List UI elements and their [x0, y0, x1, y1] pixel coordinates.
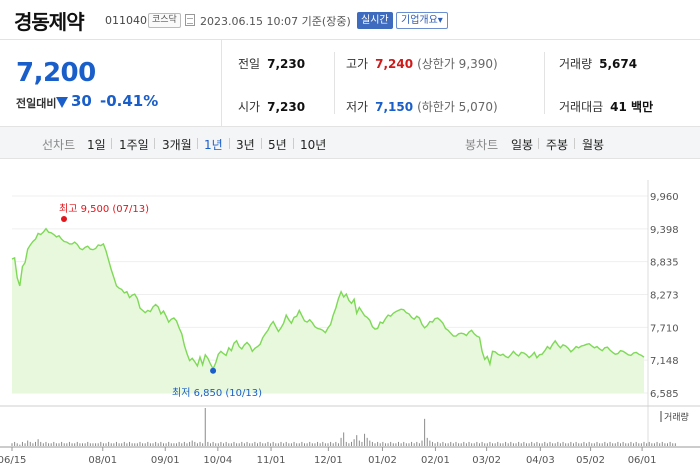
tab-weekly[interactable]: 주봉 — [546, 138, 569, 152]
stat-open: 시가 7,230 — [238, 98, 305, 115]
price-panel: 7,200 전일대비 30 -0.41% — [0, 40, 222, 126]
stat-value: 41 백만 — [610, 100, 654, 114]
x-tick-label: 09/01 — [151, 455, 180, 466]
high-point-marker — [61, 216, 67, 222]
stat-value: 7,150 — [375, 100, 414, 114]
x-tick-label: 11/01 — [257, 455, 286, 466]
stat-high: 고가 7,240 (상한가 9,390) — [346, 55, 498, 72]
tab-3months[interactable]: 3개월 — [162, 138, 192, 152]
x-tick-label: 06/15 — [0, 455, 26, 466]
tab-divider — [293, 138, 294, 149]
date-text: 2023.06.15 10:07 기준(장중) — [200, 15, 351, 28]
lower-limit-text: (하한가 5,070) — [417, 100, 498, 114]
tab-divider — [538, 138, 539, 149]
tab-10years[interactable]: 10년 — [300, 138, 327, 152]
tab-1week[interactable]: 1주일 — [119, 138, 149, 152]
tab-1day[interactable]: 1일 — [87, 138, 106, 152]
stat-divider — [334, 52, 335, 114]
x-tick-label: 05/02 — [576, 455, 605, 466]
change-value: 30 — [71, 92, 92, 110]
line-chart-label: 선차트 — [42, 138, 76, 152]
stat-label: 거래대금 — [559, 100, 604, 114]
price-area — [12, 228, 644, 393]
x-tick-label: 03/02 — [472, 455, 501, 466]
realtime-button[interactable]: 실시간 — [357, 12, 393, 29]
y-tick-label: 8,835 — [650, 258, 679, 269]
stat-label: 거래량 — [559, 57, 593, 71]
stat-volume: 거래량 5,674 — [559, 55, 637, 72]
company-name: 경동제약 — [14, 10, 85, 34]
x-tick-label: 06/01 — [628, 455, 657, 466]
stat-label: 저가 — [346, 100, 369, 114]
stat-divider — [544, 52, 545, 114]
stat-label: 고가 — [346, 57, 369, 71]
stat-value: 7,240 — [375, 57, 414, 71]
y-tick-label: 7,710 — [650, 323, 679, 334]
tab-3years[interactable]: 3년 — [236, 138, 255, 152]
volume-label: 거래량 — [664, 411, 689, 423]
tab-5years[interactable]: 5년 — [268, 138, 287, 152]
upper-limit-text: (상한가 9,390) — [417, 57, 498, 71]
stock-code: 011040 — [105, 14, 147, 27]
price-line — [11, 227, 645, 371]
tab-divider — [197, 138, 198, 149]
change-percent: -0.41% — [100, 92, 159, 110]
tab-daily[interactable]: 일봉 — [511, 138, 534, 152]
stock-header: 경동제약 011040 코스닥 2023.06.15 10:07 기준(장중) … — [0, 0, 700, 40]
tab-divider — [111, 138, 112, 149]
x-tick-label: 04/03 — [526, 455, 555, 466]
stat-label: 전일 — [238, 57, 261, 71]
low-point-marker — [210, 367, 217, 374]
tab-divider — [154, 138, 155, 149]
tab-divider — [229, 138, 230, 149]
x-tick-label: 12/01 — [314, 455, 343, 466]
price-chart-svg[interactable]: 9,960 9,398 8,835 8,273 7,710 7,148 6,585 06/1… — [0, 160, 700, 474]
stat-value: 5,674 — [599, 57, 638, 71]
change-label: 전일대비 — [16, 97, 57, 110]
market-badge: 코스닥 — [148, 13, 181, 28]
x-tick-label: 02/01 — [421, 455, 450, 466]
tab-divider — [574, 138, 575, 149]
tab-divider — [261, 138, 262, 149]
x-tick-label: 10/04 — [203, 455, 232, 466]
stat-trade-amount: 거래대금 41 백만 — [559, 98, 653, 115]
down-arrow-icon — [56, 97, 68, 108]
chart-period-tabs: 선차트 1일 1주일 3개월 1년 3년 5년 10년 봉차트 일봉 주봉 월봉 — [0, 126, 700, 159]
y-tick-label: 9,960 — [650, 192, 679, 203]
y-tick-label: 8,273 — [650, 291, 679, 302]
tab-monthly[interactable]: 월봉 — [582, 138, 605, 152]
company-overview-button[interactable]: 기업개요▾ — [396, 12, 448, 29]
current-price: 7,200 — [16, 58, 96, 88]
document-icon[interactable] — [185, 14, 195, 26]
stat-value: 7,230 — [267, 57, 306, 71]
price-stats: 전일 7,230 시가 7,230 고가 7,240 (상한가 9,390) 저가 7,1… — [222, 40, 700, 126]
stat-label: 시가 — [238, 100, 261, 114]
y-tick-label: 7,148 — [650, 356, 679, 367]
stat-value: 7,230 — [267, 100, 306, 114]
high-point-label: 최고 9,500 (07/13) — [59, 203, 149, 215]
y-tick-label: 6,585 — [650, 389, 679, 400]
low-point-label: 최저 6,850 (10/13) — [172, 387, 262, 399]
price-chart[interactable]: 9,960 9,398 8,835 8,273 7,710 7,148 6,585 06/1… — [0, 160, 700, 474]
y-tick-label: 9,398 — [650, 225, 679, 236]
x-tick-label: 01/02 — [368, 455, 397, 466]
tab-1year[interactable]: 1년 — [204, 138, 223, 152]
stat-prev-close: 전일 7,230 — [238, 55, 305, 72]
stat-low: 저가 7,150 (하한가 5,070) — [346, 98, 498, 115]
candle-chart-label: 봉차트 — [465, 138, 499, 152]
x-tick-label: 08/01 — [88, 455, 117, 466]
